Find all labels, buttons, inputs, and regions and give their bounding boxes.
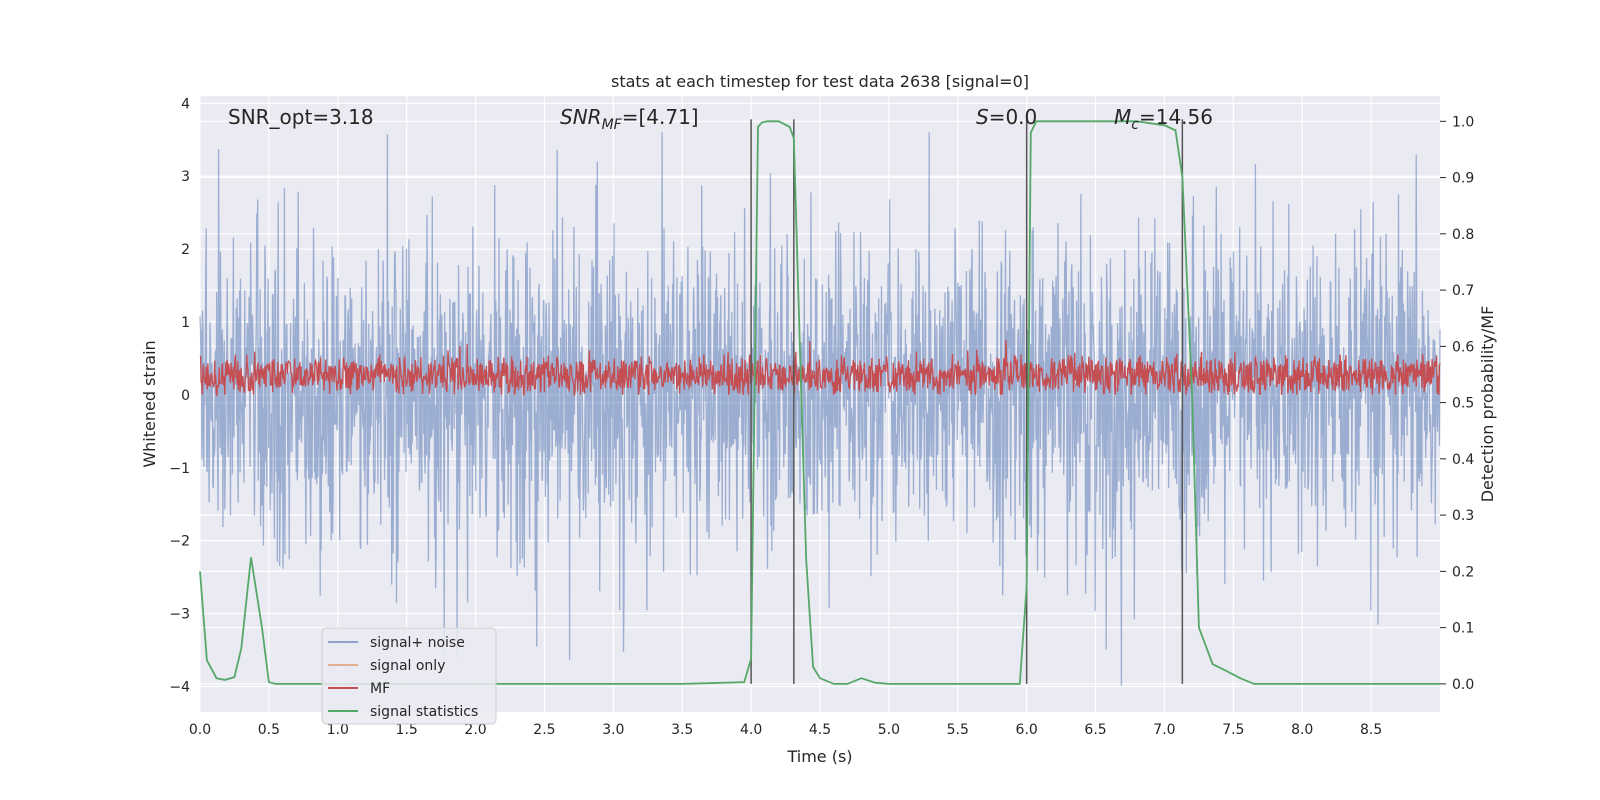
x-tick-label: 8.5 (1360, 722, 1382, 738)
y-right-tick-label: 0.3 (1452, 508, 1474, 524)
x-axis-label: Time (s) (786, 747, 852, 766)
y-right-tick-label: 0.6 (1452, 339, 1474, 355)
y-left-tick-label: 0 (181, 388, 190, 404)
x-tick-label: 6.5 (1084, 722, 1106, 738)
x-tick-label: 6.0 (1016, 722, 1038, 738)
y-right-tick-label: 0.4 (1452, 452, 1474, 468)
y-right-axis-label: Detection probability/MF (1478, 306, 1497, 503)
legend: signal+ noise signal only MF signal statist… (321, 627, 497, 725)
annotations: SNR_opt=3.18 SNRMF=[4.71] S=0.0 Mc=14.56 (228, 105, 1213, 133)
legend-label: signal+ noise (370, 635, 465, 651)
legend-label: MF (370, 681, 390, 697)
x-tick-label: 0.5 (258, 722, 280, 738)
x-tick-label: 1.5 (396, 722, 418, 738)
signal-statistics-line (199, 120, 1440, 685)
x-tick-label: 4.5 (809, 722, 831, 738)
x-tick-label: 7.0 (1153, 722, 1175, 738)
chart-title: stats at each timestep for test data 263… (611, 72, 1029, 91)
series-mf (199, 339, 1441, 397)
y-left-tick-label: −4 (169, 679, 190, 695)
annotation-snr-opt: SNR_opt=3.18 (228, 105, 374, 129)
y-right-tick-label: 0.0 (1452, 677, 1474, 693)
y-left-tick-label: −2 (169, 534, 190, 550)
y-left-tick-label: 2 (181, 242, 190, 258)
x-tick-label: 4.0 (740, 722, 762, 738)
y-left-tick-label: −1 (169, 461, 190, 477)
x-axis-ticks: 0.0 0.5 1.0 1.5 2.0 2.5 3.0 3.5 4.0 4.5 5.0 5.5 6.0 6… (189, 722, 1382, 738)
annotation-mc-val: Mc=14.56 (1114, 105, 1213, 133)
x-tick-label: 3.5 (671, 722, 693, 738)
x-tick-label: 7.5 (1222, 722, 1244, 738)
series-signal-statistics (199, 120, 1440, 685)
y-right-tick-label: 0.1 (1452, 621, 1474, 637)
y-right-tick-label: 0.7 (1452, 283, 1474, 299)
y-right-tick-label: 0.5 (1452, 396, 1474, 412)
y-right-axis-ticks: 0.0 0.1 0.2 0.3 0.4 0.5 0.6 0.7 0.8 0.9 1.0 (1440, 114, 1474, 693)
annotation-snr-mf: SNRMF=[4.71] (560, 105, 699, 133)
x-tick-label: 3.0 (602, 722, 624, 738)
x-tick-label: 0.0 (189, 722, 211, 738)
y-right-tick-label: 0.9 (1452, 171, 1474, 187)
x-tick-label: 5.0 (878, 722, 900, 738)
legend-label: signal statistics (370, 704, 478, 720)
legend-box (321, 627, 497, 725)
x-tick-label: 5.5 (947, 722, 969, 738)
y-right-tick-label: 1.0 (1452, 114, 1474, 130)
series-signal-noise (199, 132, 1441, 686)
x-tick-label: 8.0 (1291, 722, 1313, 738)
x-tick-label: 1.0 (327, 722, 349, 738)
x-tick-label: 2.0 (464, 722, 486, 738)
y-right-tick-label: 0.2 (1452, 564, 1474, 580)
y-left-tick-label: 3 (181, 169, 190, 185)
y-left-axis-ticks: −4 −3 −2 −1 0 1 2 3 4 (169, 96, 190, 695)
y-left-axis-label: Whitened strain (140, 340, 159, 467)
y-left-tick-label: −3 (169, 607, 190, 623)
annotation-s-val: S=0.0 (976, 105, 1037, 129)
y-left-tick-label: 4 (181, 96, 190, 112)
legend-label: signal only (370, 658, 445, 674)
y-left-tick-label: 1 (181, 315, 190, 331)
y-right-tick-label: 0.8 (1452, 227, 1474, 243)
mf-line (199, 339, 1441, 397)
signal-noise-line (199, 132, 1441, 686)
x-tick-label: 2.5 (533, 722, 555, 738)
